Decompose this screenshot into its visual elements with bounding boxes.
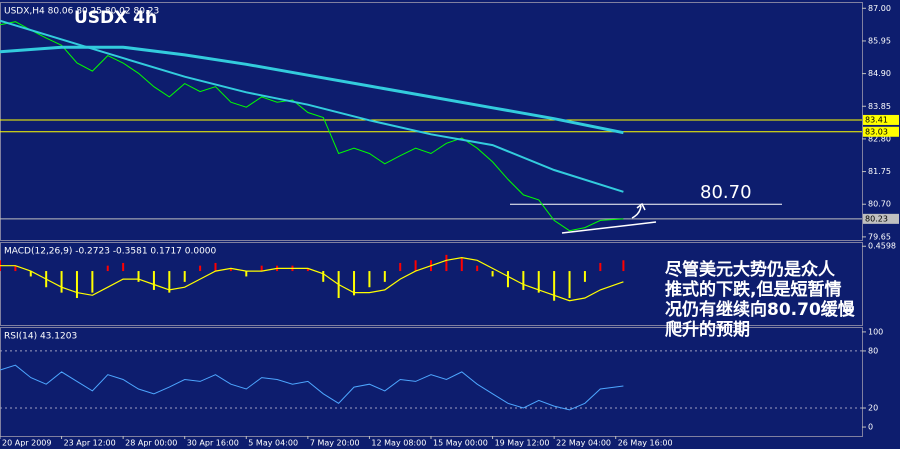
y-tick-label: 80.70 — [868, 200, 891, 209]
histogram-bar — [152, 271, 155, 290]
price-level-label: 83.41 — [865, 115, 888, 124]
histogram-bar — [506, 271, 509, 288]
y-tick-label: 0 — [868, 423, 873, 432]
histogram-bar — [214, 262, 217, 272]
histogram-bar — [14, 265, 17, 272]
histogram-bar — [168, 271, 171, 293]
price-level-box — [863, 213, 899, 224]
histogram-bar — [229, 268, 232, 272]
histogram-bar — [137, 271, 140, 282]
y-tick-label: 85.95 — [868, 36, 891, 45]
histogram-bar — [199, 265, 202, 272]
y-tick-label: 81.75 — [868, 167, 891, 176]
histogram-bar — [122, 262, 125, 272]
note: 推式的下跌,但是短暂情 — [665, 279, 841, 300]
histogram-bar — [460, 257, 463, 272]
price-level-label: 83.03 — [865, 127, 888, 136]
price-level-label: 80.23 — [865, 214, 888, 223]
x-tick-label: 5 May 04:00 — [248, 439, 298, 448]
x-tick-label: 12 May 08:00 — [371, 439, 426, 448]
y-tick-label: 0.4598 — [868, 242, 896, 251]
target-label: 80.70 — [700, 182, 752, 203]
note: 况仍有继续向80.70缓慢 — [665, 299, 856, 320]
series-line — [0, 45, 624, 135]
histogram-bar — [75, 271, 78, 299]
histogram-bar — [399, 262, 402, 272]
x-tick-label: 23 Apr 12:00 — [64, 439, 116, 448]
price-panel-frame — [0, 2, 863, 241]
histogram-bar — [106, 265, 109, 272]
histogram-bar — [537, 271, 540, 293]
y-tick-label: 100 — [868, 327, 883, 336]
histogram-bar — [368, 271, 371, 288]
x-tick-label: 20 Apr 2009 — [2, 439, 51, 448]
panel-title: USDX,H4 80.06 80.25 80.02 80.23 — [4, 7, 159, 17]
histogram-bar — [491, 271, 494, 277]
histogram-bar — [91, 271, 94, 293]
y-tick-label: 87.00 — [868, 4, 891, 13]
y-tick-label: 80 — [868, 346, 878, 355]
x-tick-label: 22 May 04:00 — [556, 439, 611, 448]
histogram-bar — [414, 260, 417, 272]
price-level-box — [863, 126, 899, 137]
trend-line — [561, 221, 657, 234]
histogram-bar — [353, 271, 356, 296]
x-tick-label: 26 May 16:00 — [618, 439, 673, 448]
histogram-bar — [322, 271, 325, 282]
histogram-bar — [476, 265, 479, 272]
y-tick-label: 83.85 — [868, 102, 891, 111]
histogram-bar — [306, 268, 309, 272]
histogram-bar — [568, 271, 571, 299]
price-level-box — [863, 114, 899, 125]
histogram-bar — [445, 254, 448, 272]
signal-line — [0, 256, 624, 302]
histogram-bar — [245, 271, 248, 277]
histogram-bar — [583, 271, 586, 282]
histogram-bar — [553, 271, 556, 301]
x-tick-label: 19 May 12:00 — [495, 439, 550, 448]
x-tick-label: 7 May 20:00 — [310, 439, 360, 448]
note: 爬升的预期 — [665, 319, 750, 340]
x-tick-label: 30 Apr 16:00 — [187, 439, 239, 448]
x-tick-label: 15 May 00:00 — [433, 439, 488, 448]
series-line — [0, 364, 624, 411]
histogram-bar — [599, 262, 602, 272]
series-line — [0, 21, 624, 232]
histogram-bar — [60, 271, 63, 293]
panel-title: MACD(12,26,9) -0.2723 -0.3581 0.1717 0.0… — [4, 247, 217, 257]
panel-subtitle: USDX 4h — [74, 8, 157, 28]
y-tick-label: 82.80 — [868, 134, 891, 143]
histogram-bar — [183, 271, 186, 282]
histogram-bar — [29, 271, 32, 277]
y-tick-label: 84.90 — [868, 69, 891, 78]
note: 尽管美元大势仍是众人 — [665, 259, 836, 280]
series-line — [0, 19, 624, 193]
histogram-bar — [522, 271, 525, 290]
y-tick-label: 79.65 — [868, 232, 891, 241]
panel-title: RSI(14) 43.1203 — [4, 332, 77, 342]
histogram-bar — [383, 271, 386, 282]
y-tick-label: 20 — [868, 404, 878, 413]
histogram-bar — [622, 260, 625, 272]
macd-panel-frame — [0, 242, 863, 326]
x-tick-label: 28 Apr 00:00 — [125, 439, 177, 448]
histogram-bar — [260, 265, 263, 272]
